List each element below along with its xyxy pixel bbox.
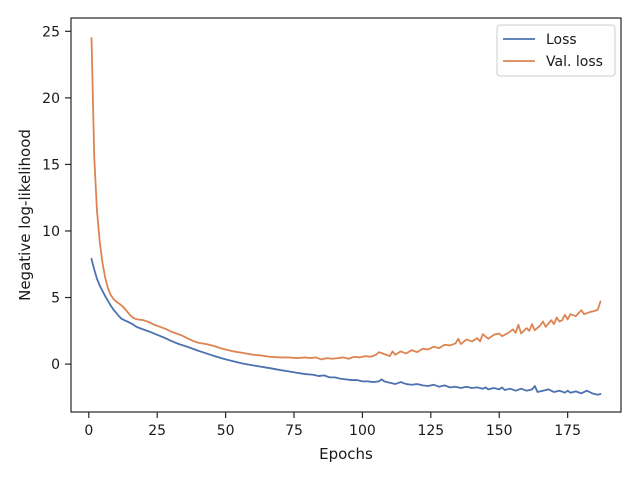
x-tick-label: 75 bbox=[285, 423, 303, 439]
series-line-val-loss bbox=[90, 37, 602, 361]
legend-label-loss: Loss bbox=[546, 32, 577, 48]
x-tick-label: 150 bbox=[486, 423, 513, 439]
x-tick-label: 125 bbox=[417, 423, 444, 439]
x-tick-label: 100 bbox=[349, 423, 376, 439]
y-tick-label: 10 bbox=[42, 224, 60, 240]
x-tick-label: 25 bbox=[148, 423, 166, 439]
series-line-loss bbox=[90, 258, 602, 396]
y-axis-label: Negative log-likelihood bbox=[16, 129, 34, 301]
x-tick-label: 175 bbox=[554, 423, 581, 439]
x-tick-label: 50 bbox=[217, 423, 235, 439]
legend: Loss Val. loss bbox=[496, 24, 616, 77]
y-tick-label: 15 bbox=[42, 157, 60, 173]
x-tick-label: 0 bbox=[84, 423, 93, 439]
plot-frame bbox=[70, 17, 622, 413]
legend-label-val-loss: Val. loss bbox=[546, 54, 603, 70]
series-layer bbox=[90, 37, 602, 396]
ticks-layer: 0 25 50 75 100 125 150 175 0 5 10 15 20 25 bbox=[42, 24, 581, 439]
y-tick-label: 25 bbox=[42, 24, 60, 40]
y-tick-label: 0 bbox=[51, 357, 60, 373]
x-axis-label: Epochs bbox=[319, 445, 373, 463]
y-tick-label: 5 bbox=[51, 291, 60, 307]
y-tick-label: 20 bbox=[42, 91, 60, 107]
legend-frame bbox=[496, 24, 616, 77]
